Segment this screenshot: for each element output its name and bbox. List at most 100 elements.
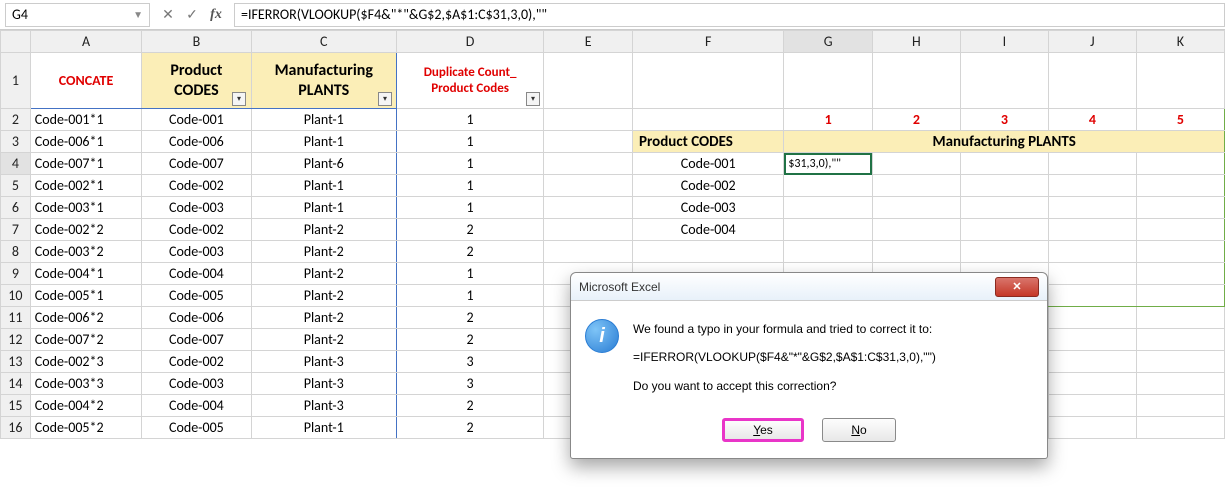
cell-C4[interactable]: Plant-6 — [251, 153, 396, 175]
cell-C10[interactable]: Plant-2 — [251, 285, 396, 307]
col-header-B[interactable]: B — [142, 31, 251, 53]
cell-H1[interactable] — [872, 53, 960, 109]
cell-A16[interactable]: Code-005*2 — [30, 417, 141, 439]
cell-A11[interactable]: Code-006*2 — [30, 307, 141, 329]
cell-J14[interactable] — [1048, 373, 1136, 395]
cell-E6[interactable] — [544, 197, 633, 219]
col-header-C[interactable]: C — [251, 31, 396, 53]
cell-F2[interactable] — [633, 109, 784, 131]
cell-I5[interactable] — [960, 175, 1048, 197]
yes-button[interactable]: Yes — [722, 418, 804, 442]
row-header-9[interactable]: 9 — [1, 263, 31, 285]
cell-K14[interactable] — [1136, 373, 1224, 395]
header-concate[interactable]: CONCATE — [30, 53, 141, 109]
cell-D4[interactable]: 1 — [396, 153, 543, 175]
cell-D9[interactable]: 1 — [396, 263, 543, 285]
cell-D8[interactable]: 2 — [396, 241, 543, 263]
cell-A10[interactable]: Code-005*1 — [30, 285, 141, 307]
cell-B3[interactable]: Code-006 — [142, 131, 251, 153]
cell-J15[interactable] — [1048, 395, 1136, 417]
cell-A4[interactable]: Code-007*1 — [30, 153, 141, 175]
row-header-1[interactable]: 1 — [1, 53, 31, 109]
cell-I4[interactable] — [960, 153, 1048, 175]
cell-J11[interactable] — [1048, 307, 1136, 329]
cell-F4[interactable]: Code-001 — [633, 153, 784, 175]
cell-C13[interactable]: Plant-3 — [251, 351, 396, 373]
cell-B6[interactable]: Code-003 — [142, 197, 251, 219]
cell-C12[interactable]: Plant-2 — [251, 329, 396, 351]
cell-J12[interactable] — [1048, 329, 1136, 351]
cell-I8[interactable] — [960, 241, 1048, 263]
row-header-16[interactable]: 16 — [1, 417, 31, 439]
chevron-down-icon[interactable]: ▼ — [133, 8, 143, 21]
cell-K6[interactable] — [1136, 197, 1224, 219]
cell-C16[interactable]: Plant-1 — [251, 417, 396, 439]
cell-K4[interactable] — [1136, 153, 1224, 175]
cell-G4[interactable]: $31,3,0),"" — [784, 153, 873, 175]
cell-D10[interactable]: 1 — [396, 285, 543, 307]
col-header-A[interactable]: A — [30, 31, 141, 53]
filter-mfg-plants[interactable]: ▾ — [378, 92, 392, 106]
cell-D5[interactable]: 1 — [396, 175, 543, 197]
cell-J13[interactable] — [1048, 351, 1136, 373]
cell-A6[interactable]: Code-003*1 — [30, 197, 141, 219]
row-header-4[interactable]: 4 — [1, 153, 31, 175]
cell-J5[interactable] — [1048, 175, 1136, 197]
cell-J8[interactable] — [1048, 241, 1136, 263]
cell-A7[interactable]: Code-002*2 — [30, 219, 141, 241]
cell-C9[interactable]: Plant-2 — [251, 263, 396, 285]
cell-A12[interactable]: Code-007*2 — [30, 329, 141, 351]
num-header-4[interactable]: 4 — [1048, 109, 1136, 131]
cell-A8[interactable]: Code-003*2 — [30, 241, 141, 263]
cell-A2[interactable]: Code-001*1 — [30, 109, 141, 131]
cell-D14[interactable]: 3 — [396, 373, 543, 395]
num-header-5[interactable]: 5 — [1136, 109, 1224, 131]
cell-I1[interactable] — [960, 53, 1048, 109]
cell-A3[interactable]: Code-006*1 — [30, 131, 141, 153]
cell-A9[interactable]: Code-004*1 — [30, 263, 141, 285]
cell-B10[interactable]: Code-005 — [142, 285, 251, 307]
row-header-13[interactable]: 13 — [1, 351, 31, 373]
cell-E1[interactable] — [544, 53, 633, 109]
cell-C14[interactable]: Plant-3 — [251, 373, 396, 395]
cell-C15[interactable]: Plant-3 — [251, 395, 396, 417]
dialog-title-bar[interactable]: Microsoft Excel ✕ — [571, 273, 1047, 301]
row-header-5[interactable]: 5 — [1, 175, 31, 197]
cell-H8[interactable] — [872, 241, 960, 263]
cell-D16[interactable]: 2 — [396, 417, 543, 439]
cell-E7[interactable] — [544, 219, 633, 241]
num-header-2[interactable]: 2 — [872, 109, 960, 131]
cell-C3[interactable]: Plant-1 — [251, 131, 396, 153]
select-all-corner[interactable] — [1, 31, 31, 53]
col-header-I[interactable]: I — [960, 31, 1048, 53]
filter-dup-count[interactable]: ▾ — [526, 92, 540, 106]
cell-C8[interactable]: Plant-2 — [251, 241, 396, 263]
col-header-D[interactable]: D — [396, 31, 543, 53]
cell-G6[interactable] — [784, 197, 873, 219]
cell-F8[interactable] — [633, 241, 784, 263]
cell-D13[interactable]: 3 — [396, 351, 543, 373]
cell-D11[interactable]: 2 — [396, 307, 543, 329]
cell-H7[interactable] — [872, 219, 960, 241]
cell-J4[interactable] — [1048, 153, 1136, 175]
col-header-K[interactable]: K — [1136, 31, 1224, 53]
cell-B12[interactable]: Code-007 — [142, 329, 251, 351]
cell-B11[interactable]: Code-006 — [142, 307, 251, 329]
cell-B7[interactable]: Code-002 — [142, 219, 251, 241]
cell-F5[interactable]: Code-002 — [633, 175, 784, 197]
col-header-E[interactable]: E — [544, 31, 633, 53]
cell-A5[interactable]: Code-002*1 — [30, 175, 141, 197]
cell-B15[interactable]: Code-004 — [142, 395, 251, 417]
cell-D2[interactable]: 1 — [396, 109, 543, 131]
cell-B14[interactable]: Code-003 — [142, 373, 251, 395]
cell-D6[interactable]: 1 — [396, 197, 543, 219]
cell-A14[interactable]: Code-003*3 — [30, 373, 141, 395]
cell-G1[interactable] — [784, 53, 873, 109]
close-button[interactable]: ✕ — [995, 277, 1039, 297]
cell-B2[interactable]: Code-001 — [142, 109, 251, 131]
row-header-14[interactable]: 14 — [1, 373, 31, 395]
col-header-G[interactable]: G — [784, 31, 873, 53]
cell-J7[interactable] — [1048, 219, 1136, 241]
cell-F1[interactable] — [633, 53, 784, 109]
cell-K13[interactable] — [1136, 351, 1224, 373]
